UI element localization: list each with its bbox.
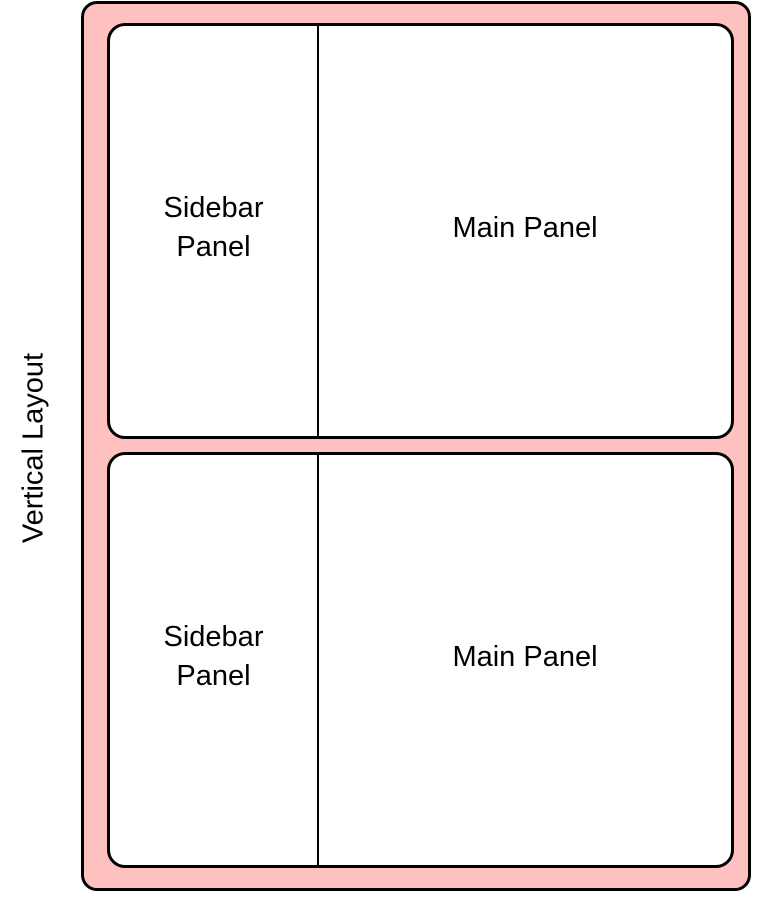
sidebar-panel-bottom: Sidebar Panel [110, 455, 319, 865]
main-panel-bottom: Main Panel [319, 455, 731, 865]
main-panel-top: Main Panel [319, 26, 731, 436]
main-panel-label: Main Panel [452, 640, 598, 673]
sidebar-panel-label: Sidebar Panel [163, 621, 264, 692]
layout-row-bottom: Sidebar Panel Main Panel [107, 452, 734, 868]
main-panel-label: Main Panel [452, 211, 598, 244]
layout-row-top: Sidebar Panel Main Panel [107, 23, 734, 439]
sidebar-panel-top: Sidebar Panel [110, 26, 319, 436]
sidebar-panel-label: Sidebar Panel [163, 192, 264, 263]
vertical-layout-label: Vertical Layout [17, 352, 50, 544]
